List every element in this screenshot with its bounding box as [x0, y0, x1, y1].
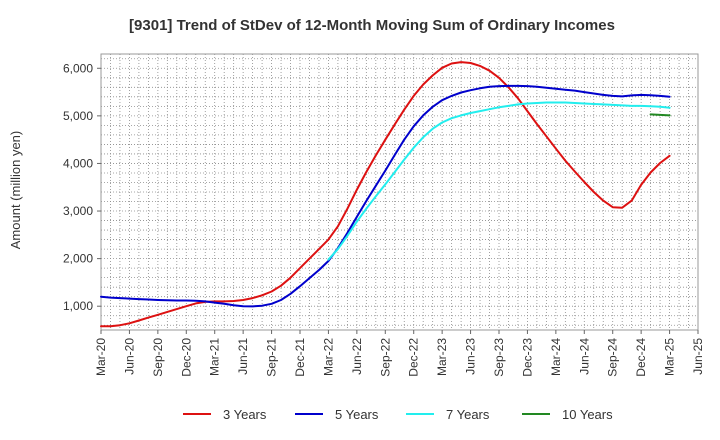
y-tick-label: 4,000 [63, 156, 93, 170]
x-tick-label: Dec-21 [293, 338, 307, 377]
x-tick-label: Jun-21 [236, 338, 250, 375]
x-tick-label: Dec-24 [634, 338, 648, 377]
series-line-7-years [327, 101, 671, 261]
x-tick-label: Jun-22 [350, 338, 364, 375]
series-line-10-years [649, 113, 671, 117]
series-line-5-years [100, 84, 671, 308]
x-tick-label: Mar-25 [663, 338, 677, 376]
x-tick-label: Sep-23 [492, 338, 506, 377]
y-tick-label: 3,000 [63, 204, 93, 218]
x-tick-label: Jun-24 [577, 338, 591, 375]
y-tick-label: 6,000 [63, 61, 93, 75]
y-tick-label: 2,000 [63, 252, 93, 266]
y-tick-label: 1,000 [63, 299, 93, 313]
x-tick-label: Jun-20 [122, 338, 136, 375]
x-tick-label: Mar-21 [208, 338, 222, 376]
legend-label: 5 Years [335, 407, 379, 422]
chart-title: [9301] Trend of StDev of 12-Month Moving… [129, 17, 615, 34]
x-tick-label: Sep-21 [265, 338, 279, 377]
x-tick-label: Dec-23 [520, 338, 534, 377]
y-tick-label: 5,000 [63, 109, 93, 123]
x-tick-label: Mar-23 [435, 338, 449, 376]
x-tick-label: Sep-20 [151, 338, 165, 377]
series-line-3-years [100, 61, 671, 328]
x-axis-ticks: Mar-20 Jun-20 Sep-20 Dec-20 Mar-21 Jun-21 Sep-… [94, 330, 705, 377]
x-tick-label: Mar-20 [94, 338, 108, 376]
grid [101, 54, 698, 330]
y-axis-ticks: 1,000 2,000 3,000 4,000 5,000 6,000 [63, 61, 101, 313]
plot-area-border [100, 53, 699, 331]
x-tick-label: Jun-25 [691, 338, 705, 375]
x-tick-label: Sep-24 [606, 338, 620, 377]
legend: 3 Years 5 Years 7 Years 10 Years [183, 407, 613, 422]
x-tick-label: Mar-22 [321, 338, 335, 376]
legend-label: 10 Years [562, 407, 613, 422]
legend-label: 3 Years [223, 407, 267, 422]
x-tick-label: Dec-22 [407, 338, 421, 377]
legend-label: 7 Years [446, 407, 490, 422]
x-tick-label: Mar-24 [549, 338, 563, 376]
series-lines [100, 61, 671, 328]
y-axis-title: Amount (million yen) [8, 131, 23, 250]
x-tick-label: Dec-20 [179, 338, 193, 377]
x-tick-label: Sep-22 [378, 338, 392, 377]
x-tick-label: Jun-23 [464, 338, 478, 375]
